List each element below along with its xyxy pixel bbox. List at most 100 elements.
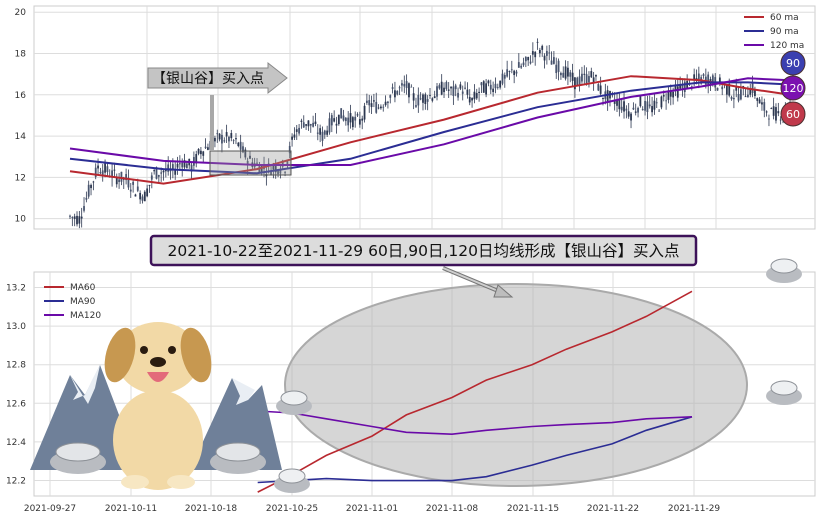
candle-body xyxy=(401,83,403,86)
candle-body xyxy=(326,130,329,135)
bottom-y-tick-label: 12.2 xyxy=(6,477,26,487)
candle-body xyxy=(309,124,312,126)
candle-body xyxy=(97,165,99,169)
candle-body xyxy=(496,87,499,88)
candle-body xyxy=(555,64,558,74)
candle-body xyxy=(751,82,754,94)
top-y-tick-label: 14 xyxy=(15,132,27,142)
candle-body xyxy=(106,166,109,173)
candle-body xyxy=(391,87,394,89)
candle-body xyxy=(564,66,567,79)
candle-body xyxy=(375,101,378,113)
candle-body xyxy=(132,181,135,185)
bottom-y-tick-label: 12.4 xyxy=(6,438,26,448)
candle-body xyxy=(730,97,733,100)
bottom-x-tick-label: 2021-09-27 xyxy=(24,504,76,514)
candle-body xyxy=(648,104,651,107)
candle-body xyxy=(347,117,350,126)
pointer-arrow xyxy=(442,266,514,298)
bottom-x-tick-label: 2021-11-29 xyxy=(668,504,721,514)
candle-body xyxy=(356,114,359,116)
candle-body xyxy=(396,90,399,95)
candle-body xyxy=(758,99,761,104)
candle-body xyxy=(288,145,291,154)
candle-body xyxy=(433,96,436,99)
candle-body xyxy=(200,150,202,155)
candle-body xyxy=(258,166,261,174)
candle-body xyxy=(660,96,663,108)
candle-body xyxy=(281,160,284,167)
candle-body xyxy=(510,69,513,71)
candle-body xyxy=(307,120,310,127)
candle-body xyxy=(707,74,710,87)
candle-body xyxy=(120,171,123,182)
bottom-series-line xyxy=(257,416,693,484)
bottom-x-tick-label: 2021-11-01 xyxy=(346,504,398,514)
candle-body xyxy=(244,149,247,158)
candle-body xyxy=(620,106,623,111)
candle-body xyxy=(80,216,83,219)
bottom-x-tick-label: 2021-11-15 xyxy=(507,504,559,514)
candle-body xyxy=(597,84,600,91)
candle-body xyxy=(104,163,106,173)
candle-body xyxy=(711,75,714,84)
highlight-stem xyxy=(210,95,214,151)
candle-body xyxy=(228,136,230,142)
candle-body xyxy=(522,62,525,66)
candle-body xyxy=(368,100,371,106)
candle-body xyxy=(319,128,322,135)
candle-body xyxy=(202,151,205,156)
candle-body xyxy=(344,117,347,122)
top-y-tick-label: 16 xyxy=(15,91,27,101)
candle-body xyxy=(679,84,682,89)
candle-body xyxy=(641,109,644,111)
candle-body xyxy=(613,100,616,104)
bottom-chart-ma-lines xyxy=(257,290,693,493)
candle-body xyxy=(178,163,181,165)
candle-body xyxy=(560,72,562,76)
bottom-chart-legend: MA60 MA90 MA120 xyxy=(44,283,101,321)
candle-body xyxy=(242,146,244,153)
bottom-x-tick-label: 2021-10-11 xyxy=(105,504,157,514)
candle-body xyxy=(475,93,478,99)
candle-body xyxy=(443,87,445,93)
candle-body xyxy=(291,136,293,140)
candle-body xyxy=(520,65,523,68)
candle-body xyxy=(461,91,464,94)
candle-body xyxy=(422,94,424,103)
candle-body xyxy=(232,140,235,142)
candle-body xyxy=(541,45,544,50)
candle-body xyxy=(728,83,731,96)
candle-body xyxy=(384,101,387,106)
candle-body xyxy=(466,89,469,95)
candle-body xyxy=(377,107,380,109)
candle-body xyxy=(770,108,773,109)
candle-body xyxy=(655,102,658,104)
candle-body xyxy=(569,72,572,77)
ingot-marker-mid-left xyxy=(276,390,312,415)
candle-body xyxy=(567,67,569,77)
candle-body xyxy=(503,75,506,79)
candle-body xyxy=(695,78,698,80)
candle-body xyxy=(438,85,441,89)
candle-body xyxy=(69,215,71,217)
candle-body xyxy=(440,81,443,95)
candle-body xyxy=(150,175,153,180)
candle-body xyxy=(274,165,277,173)
candle-body xyxy=(139,192,142,200)
candle-body xyxy=(354,116,357,121)
candle-body xyxy=(550,60,553,65)
candle-body xyxy=(148,184,151,186)
candle-body xyxy=(129,189,132,192)
candle-body xyxy=(85,197,88,200)
candle-body xyxy=(485,83,488,95)
candle-body xyxy=(632,107,635,110)
candle-body xyxy=(602,97,604,100)
candle-body xyxy=(548,52,551,54)
candle-body xyxy=(765,111,768,113)
candle-body xyxy=(529,61,532,64)
candle-body xyxy=(534,51,537,58)
candle-body xyxy=(92,181,95,183)
candle-body xyxy=(754,89,756,97)
candle-body xyxy=(768,118,770,120)
